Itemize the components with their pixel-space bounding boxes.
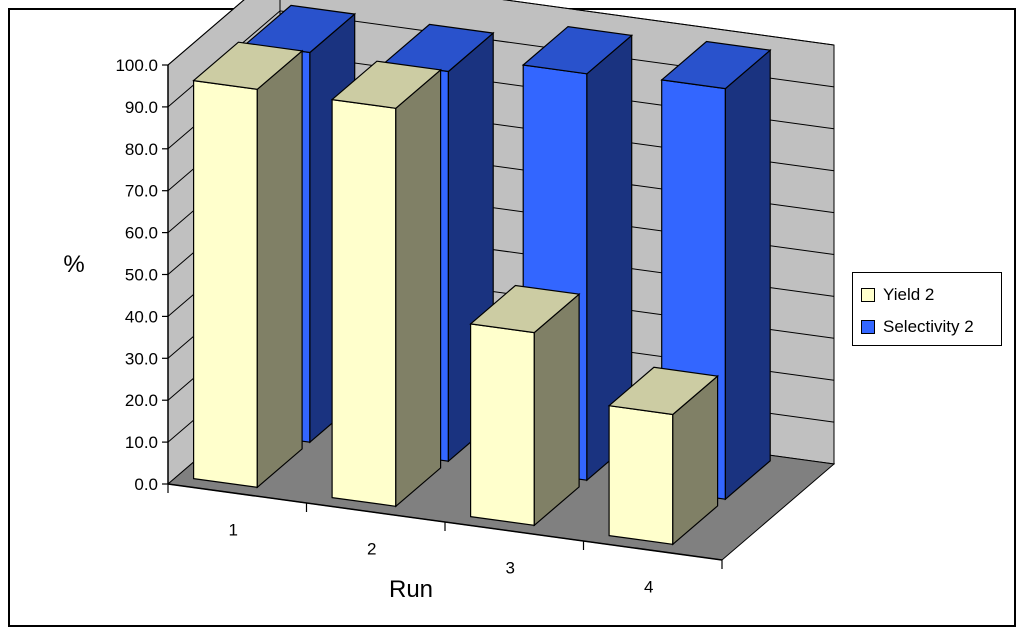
legend-item-selectivity: Selectivity 2 <box>861 317 974 337</box>
y-tick-label: 40.0 <box>125 307 158 326</box>
y-axis-title: % <box>63 251 84 278</box>
y-tick-label: 100.0 <box>115 56 158 75</box>
legend-swatch-yield <box>861 288 875 302</box>
axes <box>162 64 723 569</box>
bar-yield-run-1 <box>192 41 304 489</box>
y-tick-label: 70.0 <box>125 182 158 201</box>
bar-yield-run-3 <box>469 284 581 527</box>
bar-yield-run-4 <box>607 366 720 546</box>
legend-item-yield: Yield 2 <box>861 285 934 305</box>
legend-swatch-selectivity <box>861 320 875 334</box>
legend-label-yield: Yield 2 <box>883 285 935 304</box>
bar-yield-run-2 <box>330 60 443 508</box>
x-category-label: 3 <box>506 559 515 578</box>
x-category-label: 4 <box>644 578 653 597</box>
legend: Yield 2 Selectivity 2 <box>852 272 1002 346</box>
gridline <box>167 0 835 66</box>
y-tick-label: 80.0 <box>125 140 158 159</box>
y-tick-labels: 0.0 10.0 20.0 30.0 40.0 50.0 60.0 70.0 80.0 90.0 1… <box>115 56 158 494</box>
y-tick-label: 50.0 <box>125 266 158 285</box>
bars <box>192 4 772 546</box>
legend-label-selectivity: Selectivity 2 <box>883 317 974 336</box>
x-category-label: 1 <box>229 521 238 540</box>
y-tick-label: 90.0 <box>125 98 158 117</box>
y-tick-label: 60.0 <box>125 224 158 243</box>
y-tick-label: 30.0 <box>125 349 158 368</box>
x-category-labels: 1 2 3 4 <box>229 521 654 597</box>
x-category-label: 2 <box>367 540 376 559</box>
y-tick-label: 20.0 <box>125 391 158 410</box>
x-axis-title: Run <box>389 576 433 603</box>
y-tick-label: 10.0 <box>125 433 158 452</box>
y-tick-label: 0.0 <box>134 475 158 494</box>
